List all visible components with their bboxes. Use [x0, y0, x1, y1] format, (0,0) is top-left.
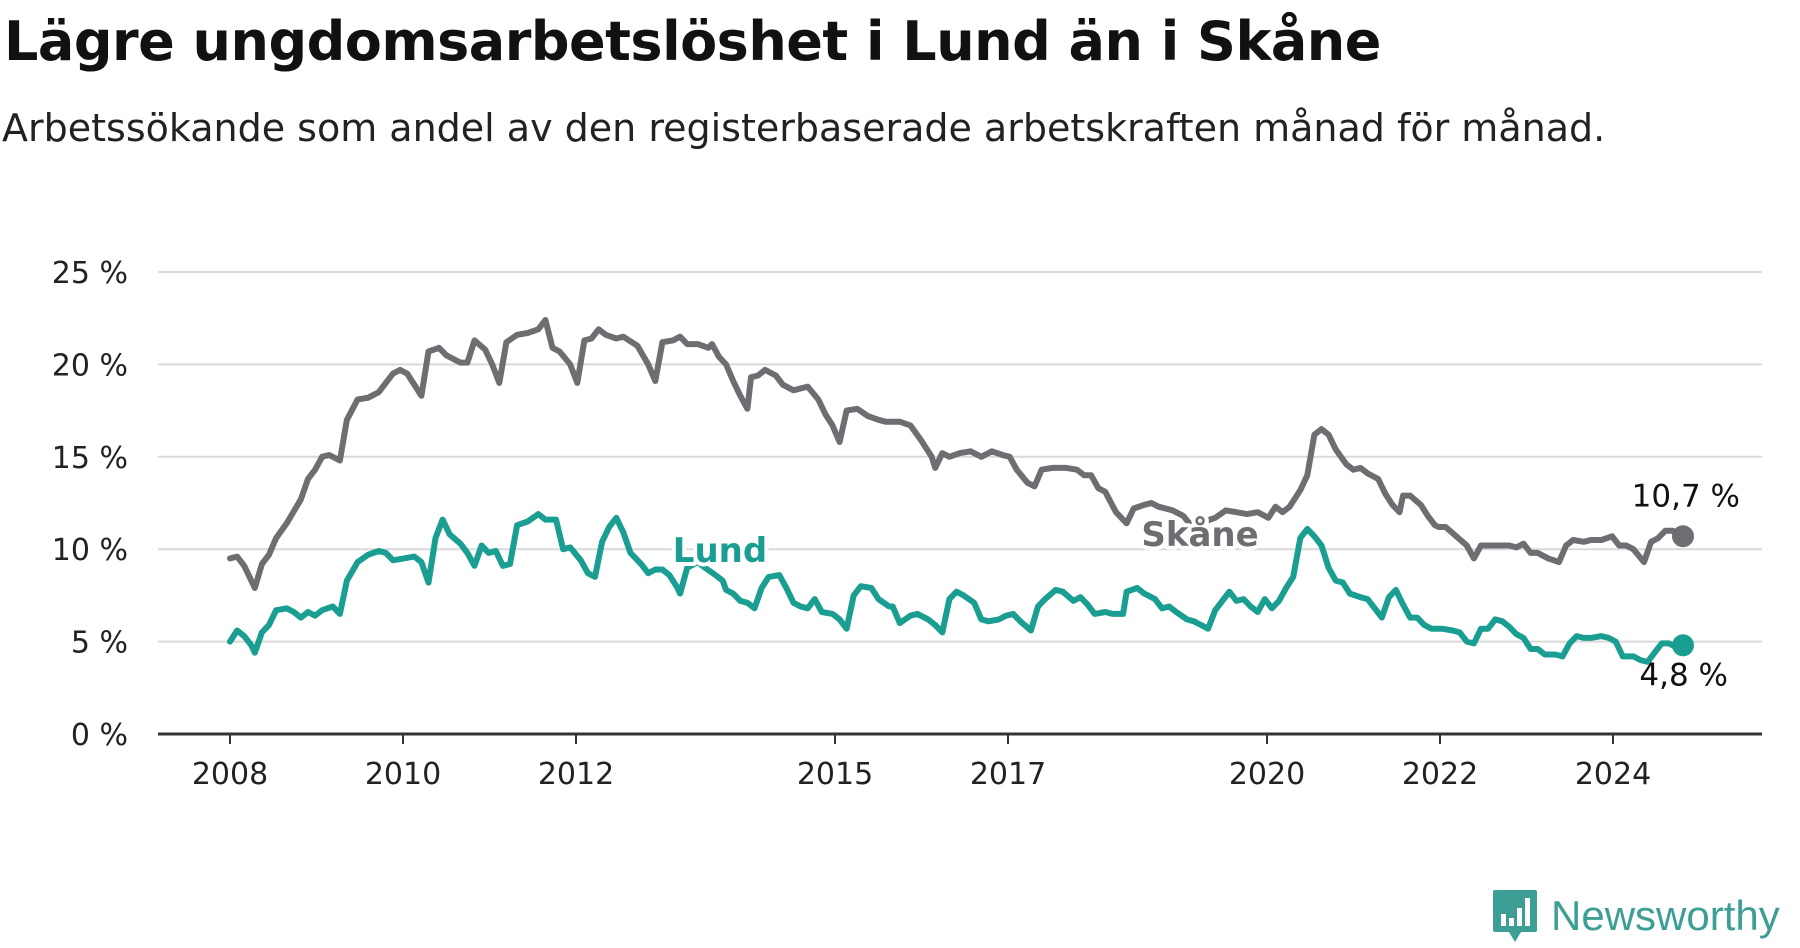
x-axis: 2008 2010 2012 2015 2017 2020 2022 2024 — [158, 732, 1762, 792]
y-axis-ticks: 0 % 5 % 10 % 15 % 20 % 25 % — [52, 256, 128, 753]
series-name-label: Lund — [673, 531, 767, 571]
x-tick-label: 2017 — [970, 757, 1046, 792]
chart-subtitle: Arbetssökande som andel av den registerb… — [2, 106, 1606, 150]
y-tick-label: 0 % — [71, 718, 128, 753]
y-tick-label: 10 % — [52, 533, 128, 568]
series-end-point — [1672, 525, 1694, 548]
chart-title: Lägre ungdomsarbetslöshet i Lund än i Sk… — [4, 10, 1381, 73]
x-tick-label: 2008 — [192, 757, 268, 792]
brand-name: Newsworthy — [1551, 892, 1780, 939]
x-tick-label: 2020 — [1229, 757, 1305, 792]
bar-chart-speech-bubble-icon — [1493, 890, 1537, 942]
series-end-point — [1672, 634, 1694, 657]
end-value-label: 10,7 % — [1632, 478, 1740, 514]
x-tick-label: 2012 — [538, 757, 614, 792]
series-labels: 10,7 % Skåne 4,8 % Lund — [669, 478, 1740, 693]
y-tick-label: 20 % — [52, 348, 128, 383]
x-tick-label: 2024 — [1575, 757, 1651, 792]
x-tick-label: 2015 — [797, 757, 873, 792]
series-line-skne — [227, 317, 1686, 591]
y-tick-label: 15 % — [52, 441, 128, 476]
x-tick-label: 2022 — [1402, 757, 1478, 792]
x-tick-label: 2010 — [365, 757, 441, 792]
series-name-label: Skåne — [1141, 515, 1258, 555]
grid-lines — [158, 271, 1762, 643]
y-tick-label: 5 % — [71, 626, 128, 661]
end-value-label: 4,8 % — [1639, 657, 1728, 693]
brand-logo: Newsworthy — [1491, 888, 1780, 944]
series-line-lund — [227, 511, 1686, 665]
series-lines — [227, 317, 1694, 665]
y-tick-label: 25 % — [52, 256, 128, 291]
